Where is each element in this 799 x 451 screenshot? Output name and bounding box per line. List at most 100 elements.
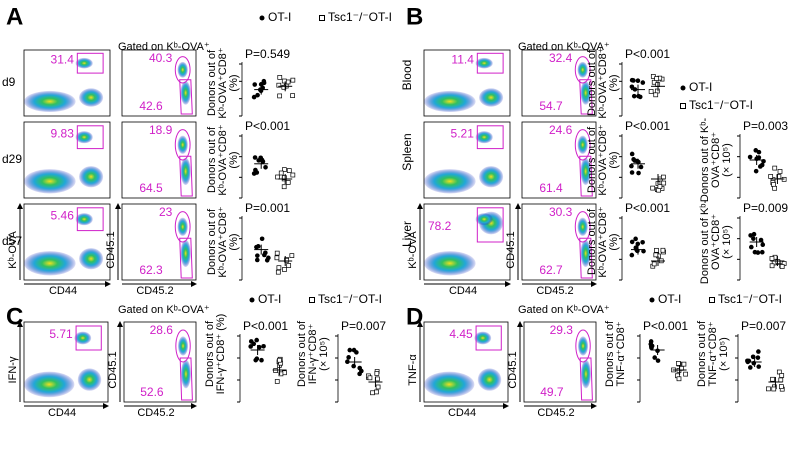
gate (475, 325, 502, 351)
dot-y-label: Kᵇ-OVA⁺CD8⁺ (597, 124, 609, 195)
legend-label: OT-I (258, 292, 281, 306)
cell-density (74, 331, 92, 345)
data-point (768, 174, 774, 179)
dot-y-label: (× 10⁵) (721, 225, 733, 259)
data-point (254, 337, 259, 343)
data-point (351, 363, 356, 369)
cell-density (180, 157, 191, 186)
gate (76, 125, 104, 150)
data-point (252, 82, 258, 87)
x-axis-label: CD45.2 (537, 407, 574, 419)
gate-value: 62.7 (539, 263, 563, 277)
data-point (676, 376, 682, 382)
data-point (629, 252, 635, 258)
cell-density (580, 239, 591, 268)
legend-label: OT-I (689, 80, 712, 94)
gate (579, 155, 593, 197)
data-point (747, 365, 753, 370)
gate (476, 52, 504, 74)
gate (574, 211, 591, 243)
cell-density (24, 90, 76, 113)
data-point (261, 343, 266, 349)
cell-density (475, 213, 493, 226)
dot-y-label: IFN-γ⁺CD8⁺ (%) (215, 314, 227, 395)
row-label: Blood (400, 60, 414, 91)
dot-y-label: Donors out of (586, 126, 598, 193)
data-point (676, 361, 681, 366)
gate (579, 357, 593, 401)
data-point (749, 244, 754, 250)
cell-density (24, 251, 76, 276)
data-point (635, 78, 641, 84)
gate (179, 155, 193, 197)
data-point (357, 371, 362, 377)
gate (574, 129, 591, 161)
data-point (760, 242, 766, 248)
p-value: P=0.001 (245, 201, 290, 215)
p-value: P<0.001 (625, 119, 670, 133)
x-axis-label: CD44 (448, 407, 476, 419)
cell-density (580, 157, 591, 186)
data-point (771, 386, 777, 392)
legend-marker (259, 15, 265, 21)
cell-density (177, 61, 188, 78)
data-point (275, 269, 281, 275)
gate (179, 79, 193, 115)
p-value: P=0.007 (341, 319, 386, 333)
data-point (629, 84, 635, 90)
x-axis-label: CD44 (49, 285, 77, 297)
data-point (648, 339, 654, 344)
legend-label: Tsc1⁻/⁻OT-I (328, 10, 392, 24)
y-axis-label: TNF-α (407, 354, 419, 386)
gate (476, 207, 504, 243)
dot-y-label: Donors out of Kᵇ- (699, 200, 711, 285)
data-point (779, 384, 784, 389)
data-point (651, 261, 657, 267)
data-point (629, 239, 635, 245)
dot-y-label: (× 10⁵) (718, 337, 730, 371)
data-point (776, 369, 782, 375)
gate (174, 129, 191, 161)
data-point (633, 236, 638, 242)
cell-density (477, 368, 502, 391)
data-point (290, 172, 296, 178)
dot-y-label: (%) (608, 151, 620, 168)
cell-density (24, 371, 75, 398)
data-point (747, 154, 753, 160)
data-point (654, 76, 659, 81)
y-axis-label: IFN-γ (7, 356, 19, 383)
data-point (347, 347, 353, 353)
dot-y-label: Donors out of (696, 320, 708, 387)
data-point (751, 236, 756, 241)
dot-y-label: Kᵇ-OVA⁺CD8⁺ (217, 124, 229, 195)
y-axis-label: CD45.1 (505, 231, 517, 268)
legend-marker (309, 297, 315, 303)
data-point (649, 345, 654, 351)
legend-marker (319, 15, 325, 21)
data-point (631, 93, 637, 99)
legend-marker (709, 297, 715, 303)
cell-density (475, 57, 493, 69)
data-point (290, 77, 296, 83)
gate (579, 79, 593, 115)
legend-marker (249, 297, 255, 303)
legend-label: Tsc1⁻/⁻OT-I (689, 98, 753, 112)
dot-y-label: Donors out of (206, 208, 218, 275)
data-point (753, 168, 759, 174)
dot-y-label: (%) (228, 151, 240, 168)
row-label: d9 (2, 75, 16, 89)
gate-value: 49.7 (540, 385, 564, 399)
dot-y-label: Donors out of (296, 320, 308, 387)
data-point (259, 357, 264, 363)
data-point (289, 253, 295, 258)
data-point (772, 185, 777, 191)
legend-label: Tsc1⁻/⁻OT-I (718, 292, 782, 306)
data-point (652, 355, 658, 360)
data-point (654, 247, 659, 253)
gate-value: 78.2 (428, 219, 452, 233)
p-value: P<0.001 (243, 319, 288, 333)
data-point (777, 169, 783, 174)
cell-density (75, 131, 93, 144)
data-point (256, 344, 262, 350)
